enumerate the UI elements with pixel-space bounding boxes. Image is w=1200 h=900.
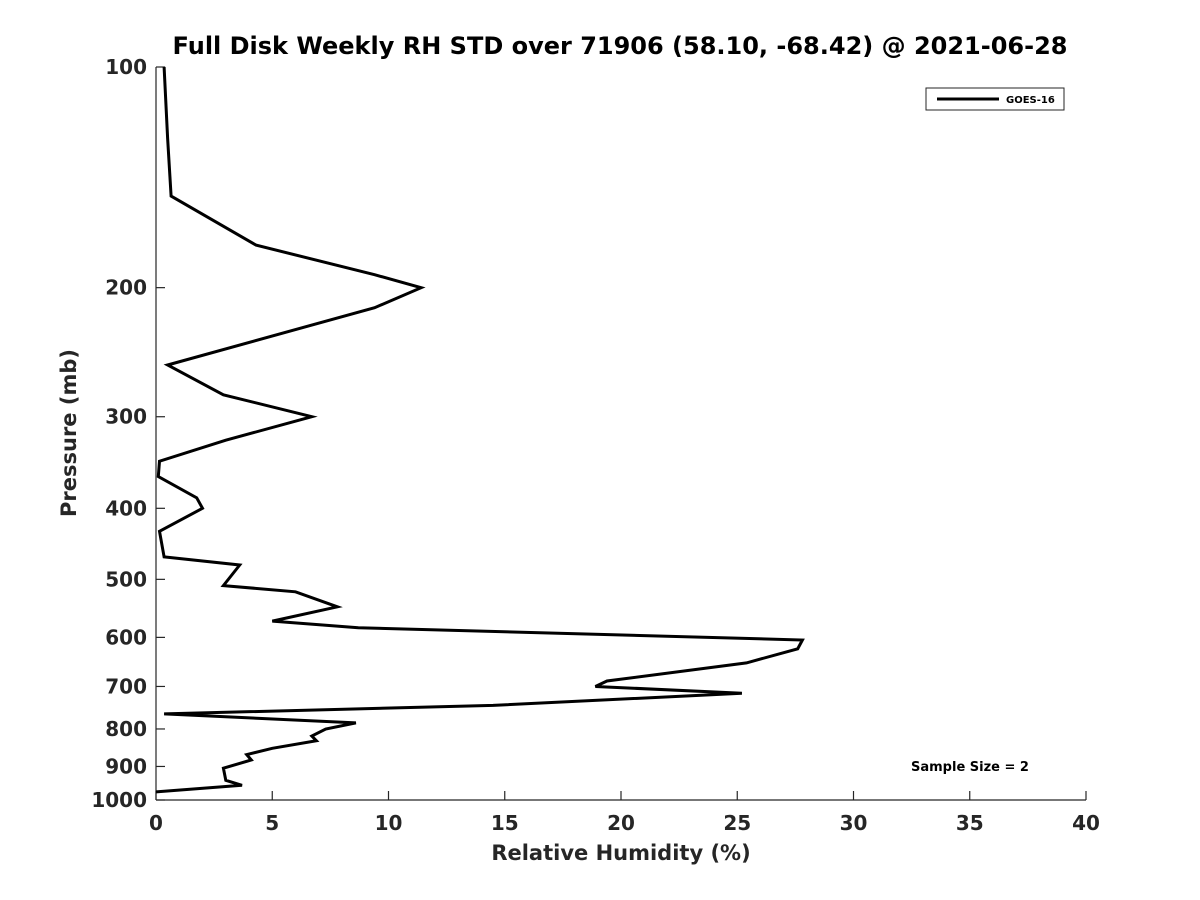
y-tick-label: 900 bbox=[105, 754, 147, 778]
y-tick-label: 700 bbox=[105, 674, 147, 698]
sample-size-annotation: Sample Size = 2 bbox=[911, 760, 1029, 775]
x-tick-label: 25 bbox=[723, 811, 751, 835]
legend-label-goes16: GOES-16 bbox=[1006, 95, 1055, 106]
y-tick-label: 300 bbox=[105, 405, 147, 429]
y-tick-label: 100 bbox=[105, 55, 147, 79]
y-tick-label: 600 bbox=[105, 625, 147, 649]
y-tick-label: 500 bbox=[105, 567, 147, 591]
y-ticks: 100 200 300 400 500 600 700 800 900 1000 bbox=[91, 55, 165, 812]
series-line-goes-16 bbox=[155, 66, 805, 794]
y-tick-label: 1000 bbox=[91, 788, 147, 812]
y-tick-label: 800 bbox=[105, 717, 147, 741]
y-tick-label: 400 bbox=[105, 496, 147, 520]
x-tick-label: 15 bbox=[491, 811, 519, 835]
x-tick-label: 10 bbox=[375, 811, 403, 835]
x-tick-label: 5 bbox=[265, 811, 279, 835]
x-tick-label: 30 bbox=[840, 811, 868, 835]
y-axis-label: Pressure (mb) bbox=[57, 349, 81, 517]
chart-title: Full Disk Weekly RH STD over 71906 (58.1… bbox=[173, 32, 1068, 60]
x-tick-label: 35 bbox=[956, 811, 984, 835]
x-tick-label: 20 bbox=[607, 811, 635, 835]
x-ticks: 0 5 10 15 20 25 30 35 40 bbox=[149, 791, 1100, 835]
y-tick-label: 200 bbox=[105, 276, 147, 300]
x-tick-label: 0 bbox=[149, 811, 163, 835]
plot-area: 0 5 10 15 20 25 30 35 40 100 200 300 400 500 600 700 80… bbox=[91, 55, 1100, 835]
series-group bbox=[155, 66, 805, 794]
legend: GOES-16 bbox=[925, 87, 1065, 111]
x-tick-label: 40 bbox=[1072, 811, 1100, 835]
x-axis-label: Relative Humidity (%) bbox=[491, 841, 750, 865]
